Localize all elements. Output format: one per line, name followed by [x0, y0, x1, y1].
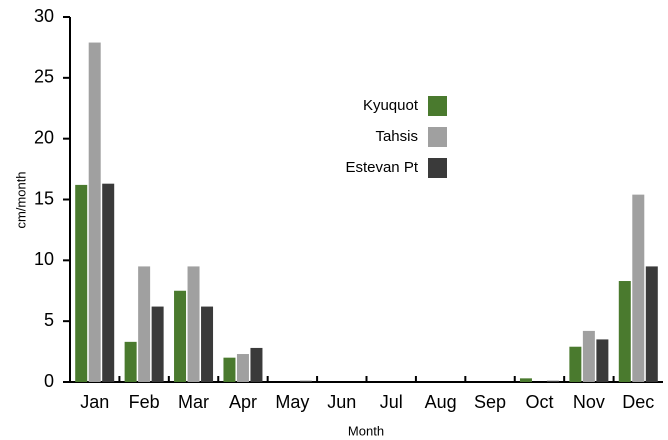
- bar: [201, 306, 214, 382]
- x-tick-label: May: [275, 392, 309, 412]
- bar: [645, 266, 658, 382]
- x-tick-label: Jul: [380, 392, 403, 412]
- bar: [569, 346, 582, 382]
- legend-swatch: [428, 96, 447, 116]
- bar: [88, 42, 101, 383]
- legend-label: Tahsis: [375, 128, 418, 145]
- y-axis-label: cm/month: [13, 171, 28, 228]
- y-tick-label: 15: [34, 188, 54, 208]
- y-tick-label: 10: [34, 249, 54, 269]
- y-tick-label: 30: [34, 6, 54, 26]
- bar: [174, 290, 187, 382]
- bar: [596, 339, 609, 382]
- bar: [75, 184, 88, 382]
- bar: [582, 330, 595, 382]
- bar: [102, 183, 115, 382]
- y-tick-label: 25: [34, 67, 54, 87]
- x-tick-label: Aug: [425, 392, 457, 412]
- bar: [250, 347, 263, 382]
- bar: [138, 266, 151, 382]
- legend-swatch: [428, 127, 447, 147]
- x-tick-label: Mar: [178, 392, 209, 412]
- bar: [223, 357, 236, 382]
- x-tick-label: Dec: [622, 392, 654, 412]
- x-axis-label: Month: [348, 423, 384, 438]
- y-tick-label: 0: [44, 371, 54, 391]
- x-tick-label: Nov: [573, 392, 605, 412]
- bar: [151, 306, 164, 382]
- x-tick-label: Jan: [80, 392, 109, 412]
- y-tick-label: 5: [44, 310, 54, 330]
- bar: [618, 281, 631, 382]
- bar: [632, 194, 645, 382]
- legend-label: Kyuquot: [363, 97, 419, 114]
- x-tick-label: Apr: [229, 392, 257, 412]
- legend-swatch: [428, 158, 447, 178]
- x-tick-label: Feb: [129, 392, 160, 412]
- bar: [124, 341, 137, 382]
- x-tick-label: Jun: [327, 392, 356, 412]
- bar: [236, 354, 249, 382]
- bar: [546, 380, 559, 382]
- x-tick-label: Oct: [525, 392, 553, 412]
- bar: [519, 378, 532, 382]
- bar: [299, 380, 312, 382]
- y-tick-label: 20: [34, 127, 54, 147]
- x-tick-label: Sep: [474, 392, 506, 412]
- bar: [187, 266, 200, 382]
- legend-label: Estevan Pt: [345, 159, 418, 176]
